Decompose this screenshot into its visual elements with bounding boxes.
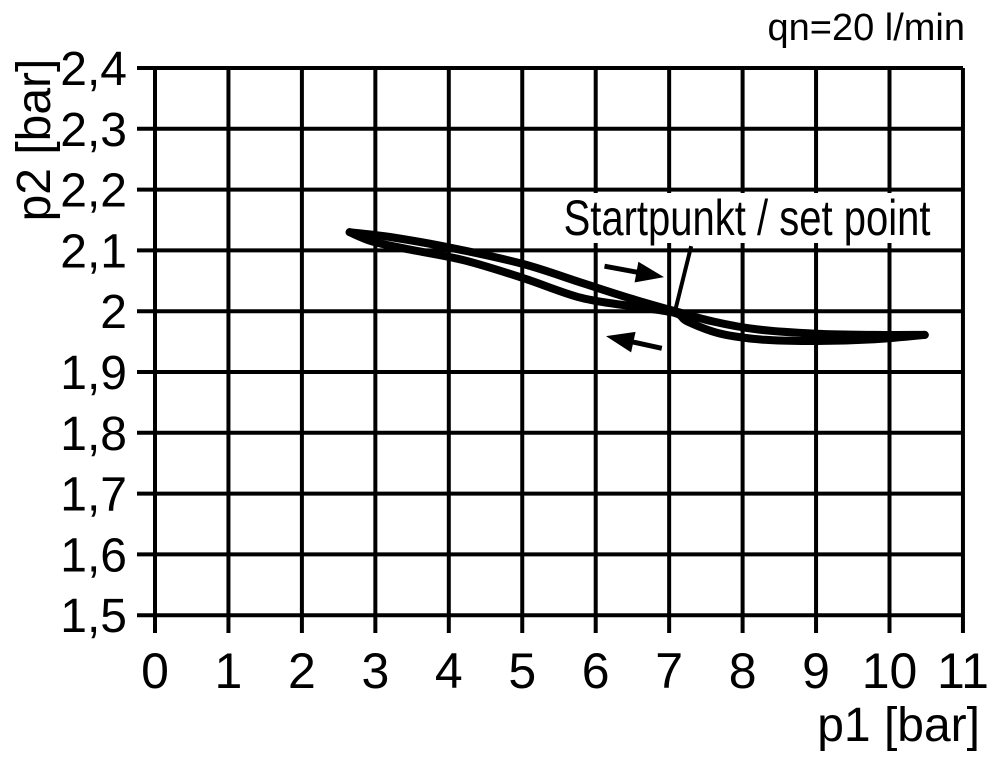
x-tick-label: 8 [729,643,757,699]
y-tick-label: 2,3 [60,104,127,157]
y-tick-label: 2,1 [60,225,127,278]
x-tick-label: 5 [508,643,536,699]
forward-direction-arrow [604,261,665,283]
set-point-annotation: Startpunkt / set point [555,193,939,244]
x-tick-label: 6 [582,643,610,699]
y-tick-label: 1,7 [60,469,127,522]
y-tick-label: 2,4 [60,43,127,96]
y-tick-label: 1,5 [60,590,127,643]
x-tick-label: 0 [141,643,169,699]
return-direction-arrow [605,331,663,353]
x-tick-label: 4 [435,643,463,699]
x-tick-label: 1 [215,643,243,699]
x-tick-label: 7 [655,643,683,699]
x-tick-label: 3 [361,643,389,699]
arrow-head [605,331,636,353]
arrow-shaft [604,263,642,276]
curve-return [345,228,929,346]
tick-labels: 2,42,32,22,121,91,81,71,61,50 1 2 3 4 5 6 7 8 9 10… [60,43,989,699]
y-tick-label: 2,2 [60,165,127,218]
y-tick-label: 2 [100,286,127,339]
y-axis-title: p2 [bar] [8,58,61,222]
curve-forward [345,228,929,339]
x-tick-label: 10 [862,643,918,699]
flow-rate-label: qn=20 l/min [767,7,965,49]
x-tick-label: 11 [937,643,989,699]
arrow-head [634,261,665,283]
y-tick-label: 1,6 [60,529,127,582]
annotation-leader-line [673,245,694,312]
x-tick-label: 2 [288,643,316,699]
x-tick-label: 9 [802,643,830,699]
y-tick-label: 1,9 [60,347,127,400]
y-tick-label: 1,8 [60,408,127,461]
grid [137,66,965,633]
arrow-shaft [627,338,663,351]
x-axis-title: p1 [bar] [817,699,980,752]
hysteresis-curves [345,228,929,346]
